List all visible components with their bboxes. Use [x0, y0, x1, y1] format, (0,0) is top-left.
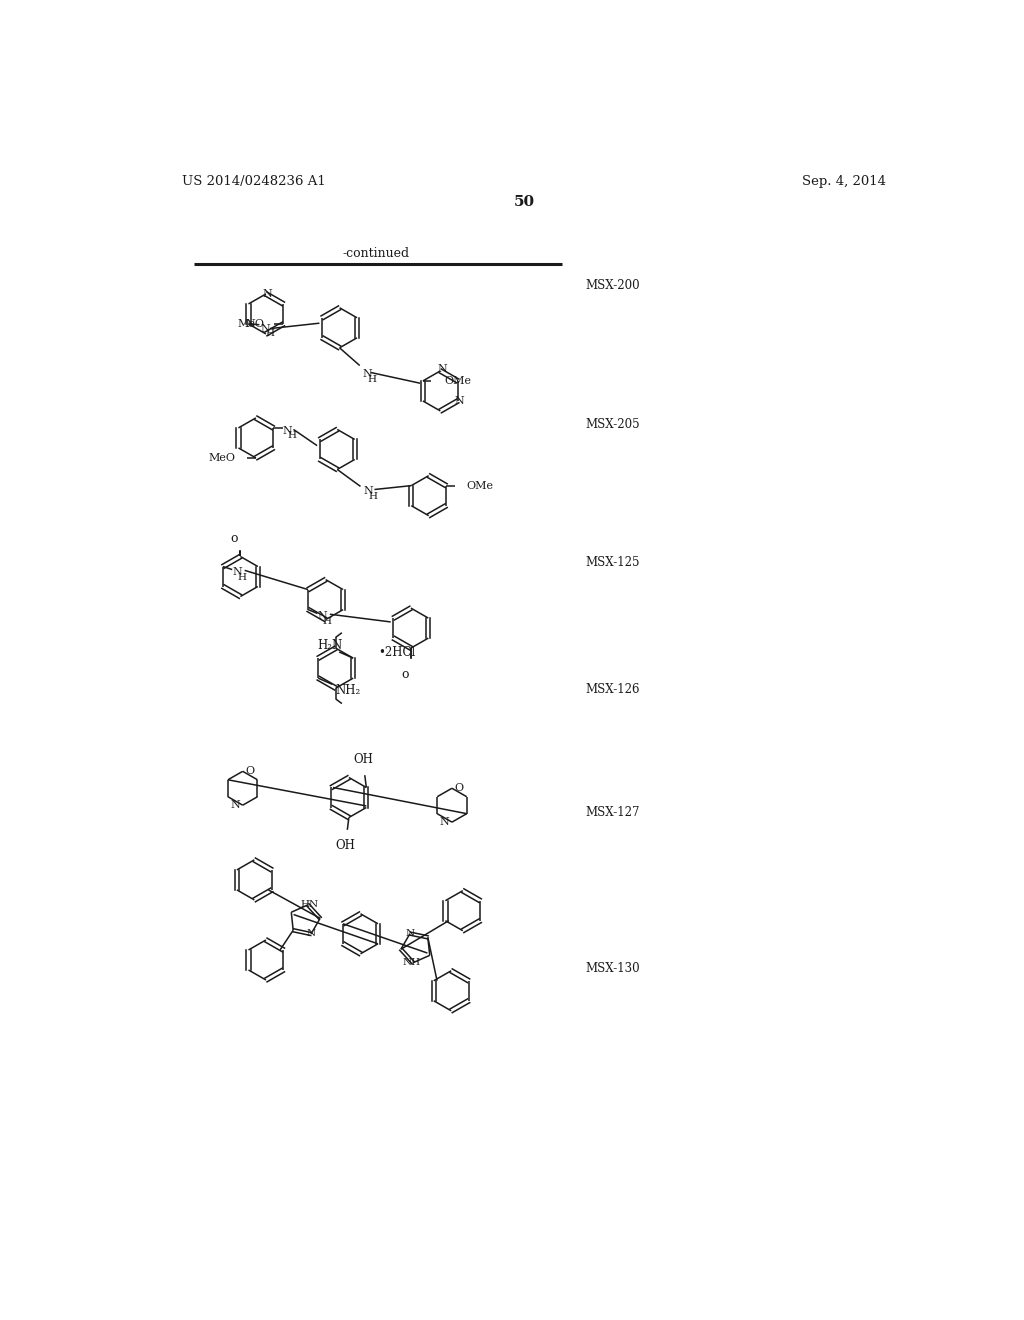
Text: N: N	[437, 364, 446, 375]
Text: o: o	[236, 532, 243, 545]
Text: o: o	[237, 525, 244, 535]
Text: N: N	[455, 396, 464, 407]
Text: N: N	[230, 800, 241, 810]
Text: OMe: OMe	[444, 376, 472, 385]
Text: H₂N: H₂N	[317, 639, 342, 652]
Text: N: N	[406, 929, 415, 939]
Text: MeO: MeO	[209, 453, 236, 463]
Text: N: N	[261, 323, 270, 334]
Text: MSX-127: MSX-127	[586, 807, 640, 820]
Text: o: o	[210, 539, 215, 546]
Text: •2HCl: •2HCl	[378, 647, 416, 659]
Text: H: H	[369, 492, 378, 500]
Text: H: H	[288, 432, 296, 440]
Text: HN: HN	[300, 900, 318, 909]
Text: 50: 50	[514, 195, 536, 210]
Text: N: N	[362, 370, 373, 379]
Text: MSX-130: MSX-130	[586, 962, 640, 975]
Text: o: o	[225, 535, 231, 544]
Text: O: O	[245, 767, 254, 776]
Text: H: H	[265, 329, 274, 338]
Text: N: N	[306, 929, 315, 939]
Text: MSX-205: MSX-205	[586, 417, 640, 430]
Text: H: H	[323, 616, 332, 626]
Text: N: N	[262, 289, 272, 298]
Text: MeO: MeO	[237, 319, 264, 329]
Text: $o$: $o$	[218, 531, 226, 541]
Text: methoxy: methoxy	[222, 535, 261, 544]
Text: US 2014/0248236 A1: US 2014/0248236 A1	[182, 176, 326, 187]
Text: MSX-125: MSX-125	[586, 556, 640, 569]
Text: O: O	[455, 783, 464, 793]
Text: NH₂: NH₂	[335, 684, 360, 697]
Text: NH: NH	[402, 958, 421, 968]
Text: H: H	[237, 573, 246, 582]
Text: -continued: -continued	[342, 247, 410, 260]
Text: Sep. 4, 2014: Sep. 4, 2014	[802, 176, 886, 187]
Text: MSX-200: MSX-200	[586, 279, 640, 292]
Bar	[388, 660, 434, 686]
Text: N: N	[232, 566, 242, 577]
Text: OMe: OMe	[466, 480, 494, 491]
Text: o: o	[237, 528, 243, 536]
Text: OH: OH	[336, 840, 355, 853]
Text: H: H	[368, 375, 377, 384]
Text: o: o	[407, 667, 413, 676]
Text: MSX-126: MSX-126	[586, 684, 640, 696]
Text: N: N	[245, 319, 255, 329]
Text: N: N	[364, 486, 373, 496]
Text: OH: OH	[353, 752, 373, 766]
Text: N: N	[317, 611, 327, 620]
Text: N: N	[283, 426, 292, 436]
Text: o: o	[411, 661, 416, 671]
Text: o: o	[401, 668, 410, 681]
Bar	[202, 525, 271, 549]
Text: N: N	[440, 817, 450, 828]
Text: o: o	[230, 532, 238, 545]
